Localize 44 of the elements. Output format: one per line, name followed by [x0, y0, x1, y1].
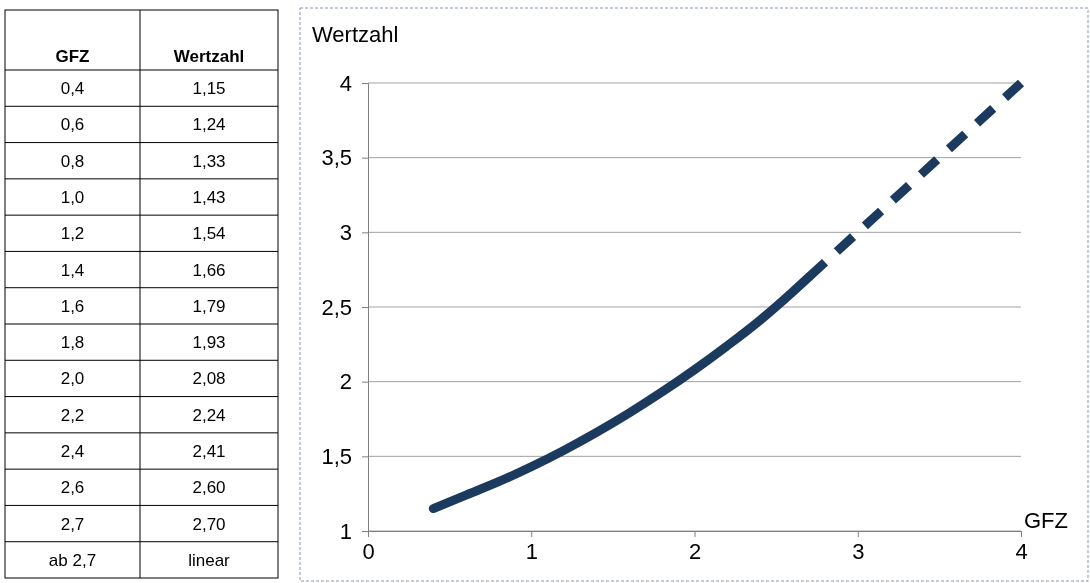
text: 2,7: [60, 514, 85, 534]
text: 0,6: [60, 115, 85, 135]
text: 1,79: [192, 296, 226, 316]
text: 1,0: [60, 188, 85, 207]
y-tick-label: 2: [339, 369, 352, 395]
x-tick-label: 3: [852, 538, 865, 564]
x-tick-label: 0: [362, 538, 375, 564]
y-tick-label: 4: [339, 70, 352, 96]
text: 2,08: [192, 369, 226, 389]
text: 2,24: [192, 405, 226, 425]
text: 1,66: [192, 260, 226, 280]
text: 1,4: [60, 260, 85, 280]
x-tick-label: 2: [688, 538, 702, 564]
y-tick-label: 1,5: [321, 443, 352, 469]
text: 1,93: [192, 333, 226, 353]
text: 0,4: [60, 79, 85, 99]
text: 0,8: [60, 151, 85, 171]
text: 2,6: [60, 478, 85, 498]
x-axis-title: GFZ: [1024, 508, 1068, 533]
text: 2,70: [192, 514, 226, 534]
x-tick-label: 1: [525, 538, 538, 564]
text: 2,0: [60, 369, 85, 389]
text: 1,8: [60, 333, 85, 353]
x-tick-label: 4: [1015, 538, 1028, 564]
y-axis-title: Wertzahl: [312, 22, 399, 47]
text: linear: [188, 550, 231, 570]
text: 1,33: [192, 151, 226, 171]
text: GFZ: [55, 47, 90, 66]
text: 1,43: [192, 188, 226, 207]
y-tick-label: 2,5: [321, 294, 352, 320]
text: 1,2: [60, 224, 85, 244]
text: 1,6: [60, 296, 85, 316]
text: 2,4: [60, 442, 85, 461]
y-tick-label: 1: [339, 518, 352, 544]
y-tick-label: 3: [339, 219, 352, 245]
y-tick-label: 3,5: [321, 145, 352, 171]
text: 1,24: [192, 115, 226, 135]
text: Wertzahl: [173, 47, 245, 66]
text: 2,41: [192, 442, 226, 461]
text: 2,60: [192, 478, 226, 498]
text: ab 2,7: [48, 550, 97, 570]
text: 1,15: [192, 79, 226, 99]
text: 2,2: [60, 405, 85, 425]
text: 1,54: [192, 224, 226, 244]
